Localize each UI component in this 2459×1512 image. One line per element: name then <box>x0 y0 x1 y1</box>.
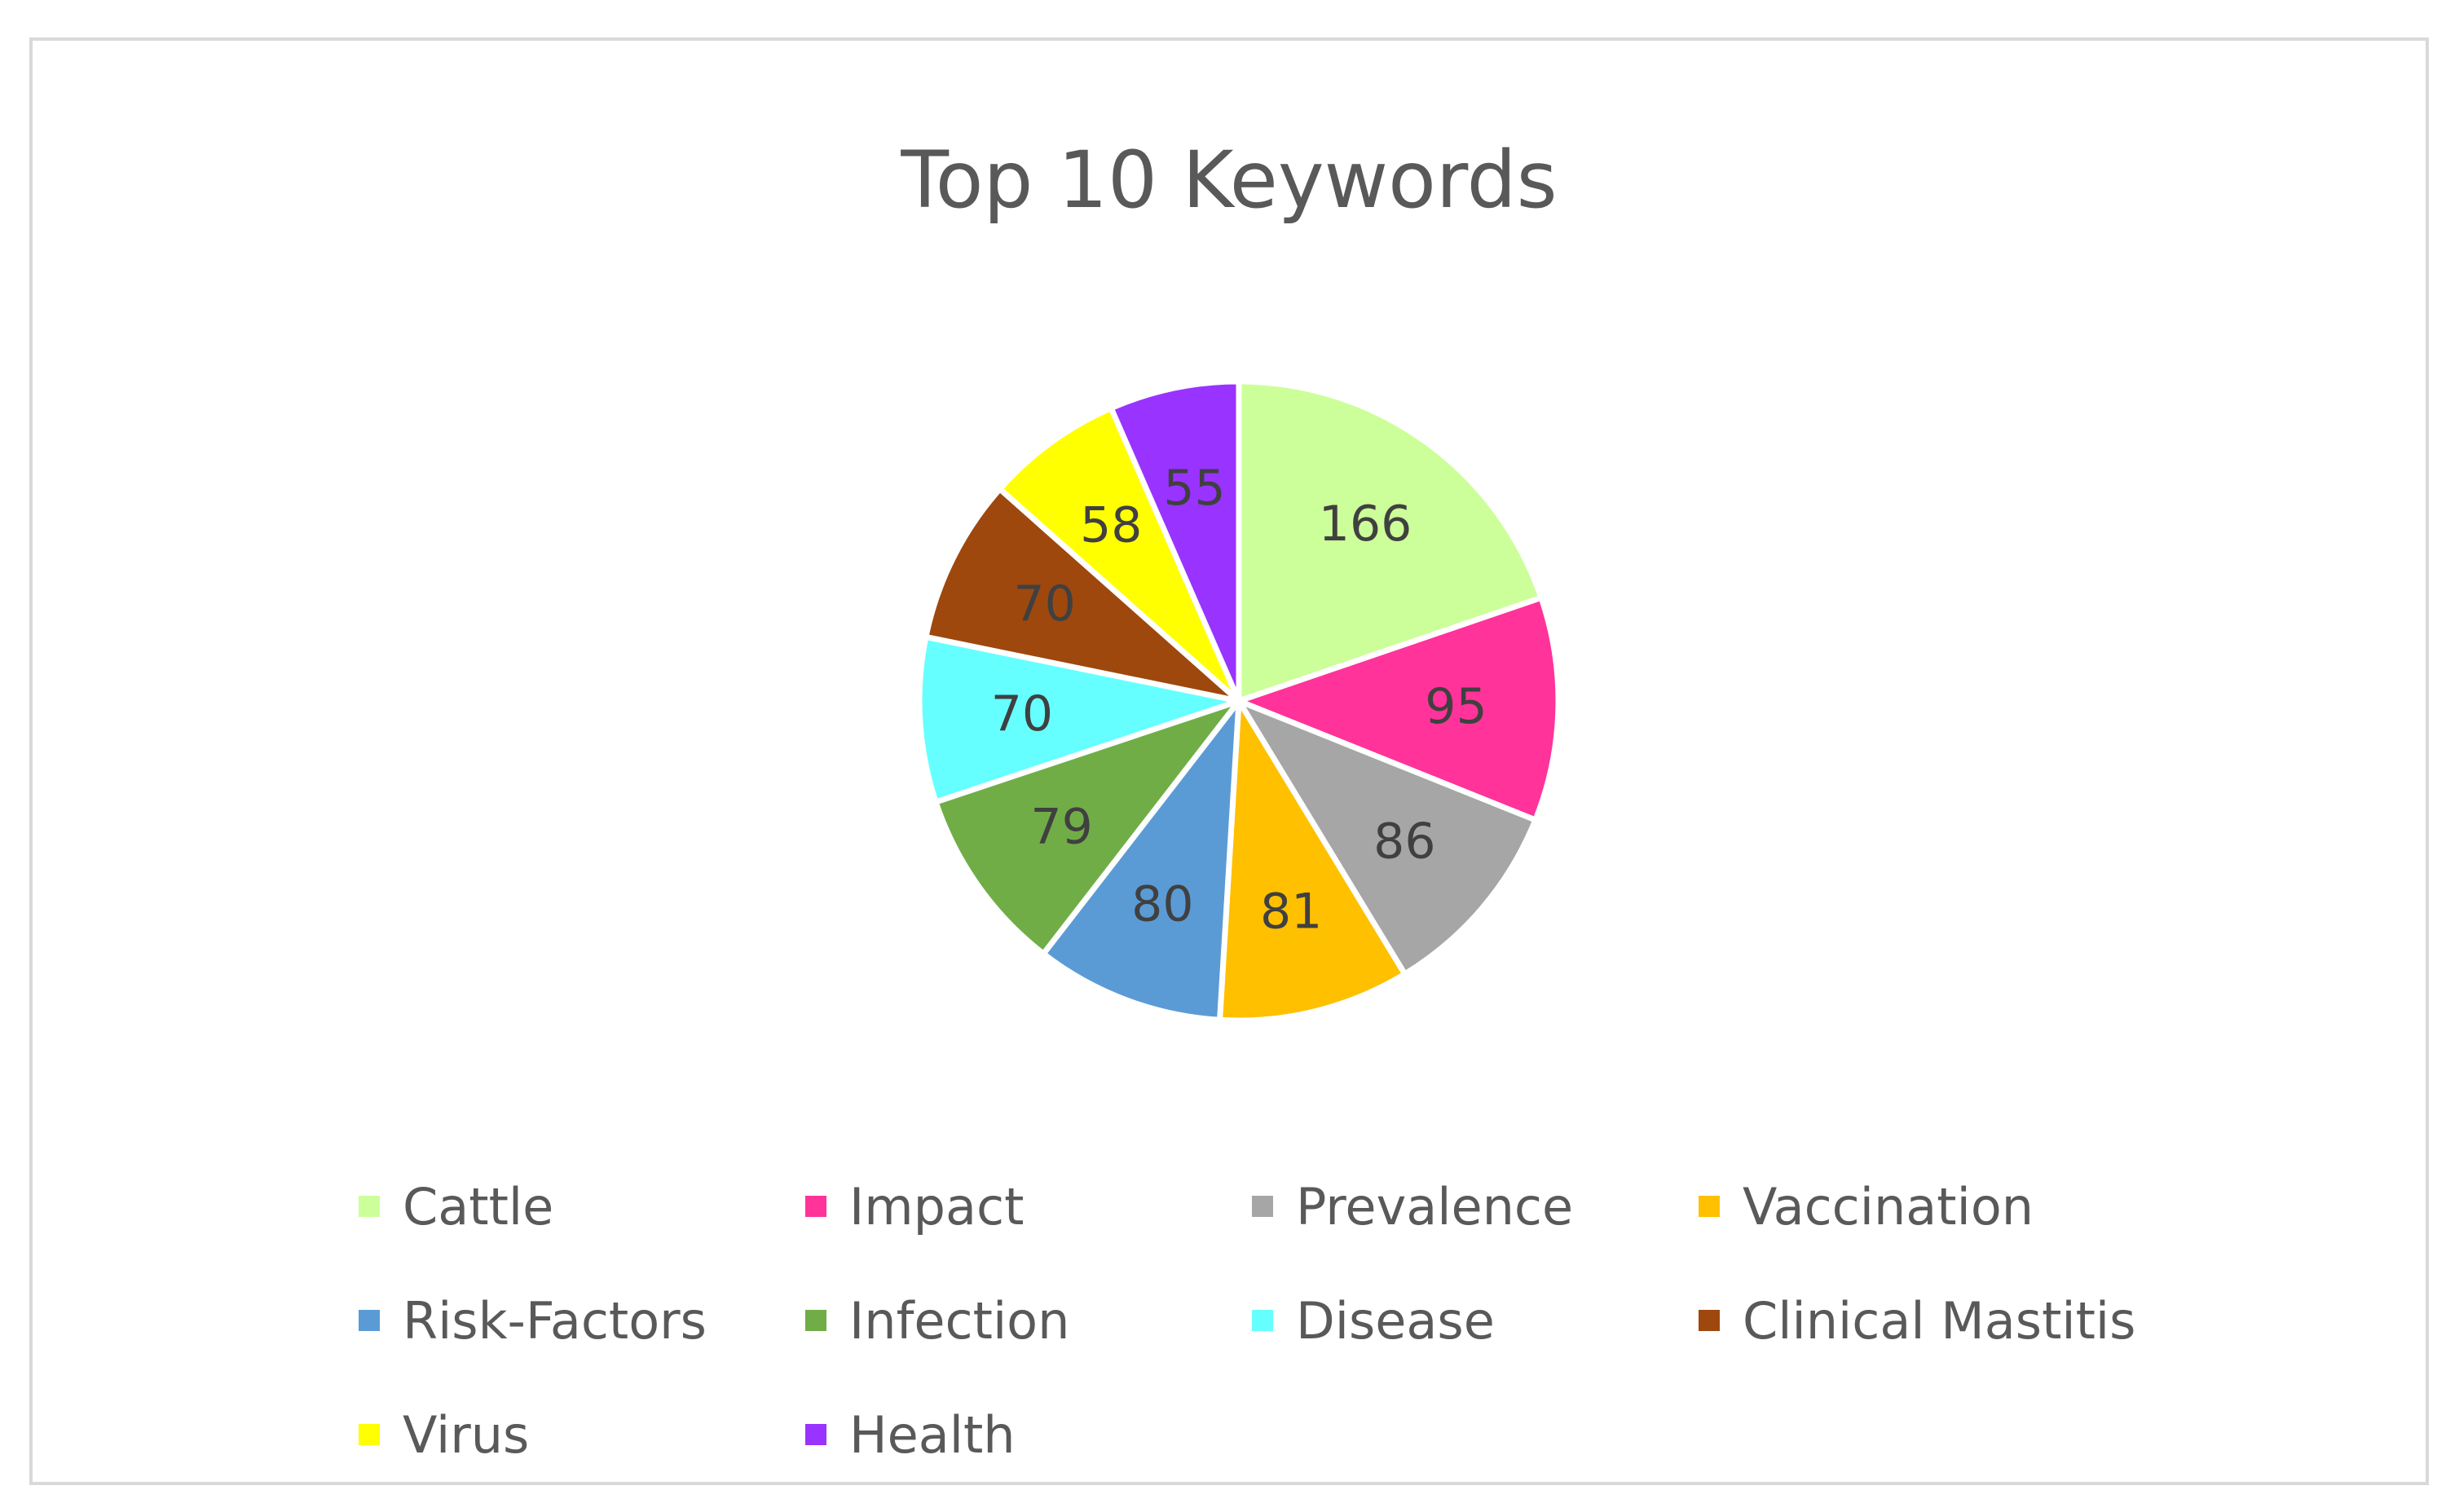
legend-swatch <box>359 1196 380 1217</box>
legend-item-disease: Disease <box>1252 1288 1699 1353</box>
legend-swatch <box>805 1424 826 1445</box>
legend-label: Clinical Mastitis <box>1743 1290 2136 1351</box>
legend-swatch <box>1252 1310 1273 1331</box>
data-label-disease: 70 <box>991 685 1053 743</box>
legend-label: Virus <box>403 1404 530 1465</box>
legend-label: Infection <box>849 1290 1070 1351</box>
legend-swatch <box>1699 1196 1720 1217</box>
legend-label: Risk-Factors <box>403 1290 707 1351</box>
legend-item-vaccination: Vaccination <box>1699 1174 2188 1239</box>
data-label-prevalence: 86 <box>1373 813 1435 870</box>
pie-slice-virus <box>997 405 1242 704</box>
legend-item-infection: Infection <box>805 1288 1252 1353</box>
legend-item-prevalence: Prevalence <box>1252 1174 1699 1239</box>
legend-swatch <box>1699 1310 1720 1331</box>
legend-label: Prevalence <box>1296 1176 1574 1236</box>
legend-label: Impact <box>849 1176 1025 1236</box>
data-label-infection: 79 <box>1030 798 1092 855</box>
pie-slice-vaccination <box>1217 698 1408 1024</box>
pie-slice-disease <box>916 633 1242 805</box>
data-label-health: 55 <box>1163 460 1225 517</box>
legend-swatch <box>805 1196 826 1217</box>
legend-swatch <box>359 1424 380 1445</box>
chart-frame: Top 10 Keywords 166 95 86 81 80 79 70 70 58 55 Ca… <box>29 37 2429 1485</box>
legend-item-impact: Impact <box>805 1174 1252 1239</box>
legend-label: Vaccination <box>1743 1176 2034 1236</box>
legend-swatch <box>359 1310 380 1331</box>
data-label-impact: 95 <box>1425 678 1487 735</box>
legend-item-virus: Virus <box>359 1402 805 1467</box>
data-label-virus: 58 <box>1080 496 1142 553</box>
legend-label: Disease <box>1296 1290 1495 1351</box>
pie-slice-health <box>1108 378 1242 704</box>
legend-item-health: Health <box>805 1402 1252 1467</box>
pie-slice-impact <box>1236 594 1562 823</box>
chart-legend: Cattle Impact Prevalence Vaccination Risk-Fa… <box>359 1174 2233 1467</box>
pie-slice-clinical-mastitis <box>923 486 1242 704</box>
legend-swatch <box>1252 1196 1273 1217</box>
legend-item-cattle: Cattle <box>359 1174 805 1239</box>
pie-slice-infection <box>932 698 1242 957</box>
legend-label: Cattle <box>403 1176 554 1236</box>
legend-label: Health <box>849 1404 1016 1465</box>
data-label-cattle: 166 <box>1319 496 1412 553</box>
data-label-risk-factors: 80 <box>1131 876 1193 933</box>
data-label-vaccination: 81 <box>1260 884 1322 941</box>
chart-title: Top 10 Keywords <box>901 134 1558 226</box>
data-label-clinical-mastitis: 70 <box>1013 575 1075 633</box>
legend-item-risk-factors: Risk-Factors <box>359 1288 805 1353</box>
legend-swatch <box>805 1310 826 1331</box>
pie-slice-risk-factors <box>1040 698 1242 1023</box>
pie-slice-prevalence <box>1236 698 1539 977</box>
legend-item-clinical-mastitis: Clinical Mastitis <box>1699 1288 2188 1353</box>
